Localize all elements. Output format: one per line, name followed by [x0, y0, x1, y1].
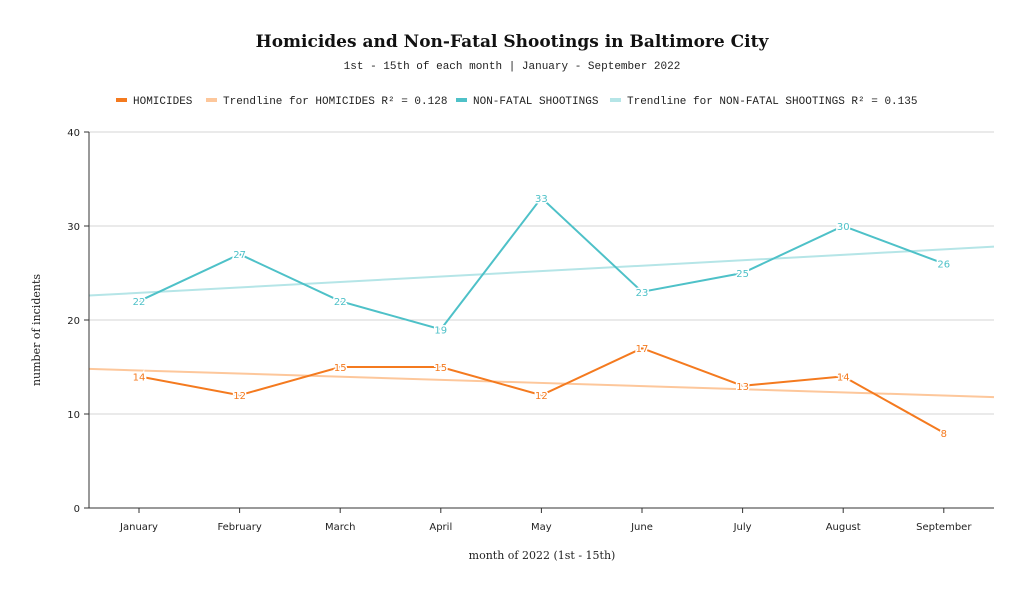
chart-title: Homicides and Non-Fatal Shootings in Bal…	[256, 32, 770, 52]
data-label: 22	[133, 297, 146, 308]
series: 14 12 15 15 12 17 13 14 8 22 27 22 19 33 23 25 30 26	[131, 192, 952, 441]
y-tick-label: 20	[67, 316, 80, 327]
x-tick-label: August	[826, 522, 861, 533]
data-label: 12	[233, 391, 246, 402]
data-label: 8	[941, 429, 947, 440]
data-label: 17	[636, 344, 649, 355]
chart-subtitle: 1st - 15th of each month | January - Sep…	[344, 61, 681, 73]
data-label: 33	[535, 194, 548, 205]
data-label: 15	[434, 363, 447, 374]
legend-label: NON-FATAL SHOOTINGS	[473, 96, 599, 108]
series-line-0	[138, 347, 945, 434]
data-label: 27	[233, 250, 246, 261]
legend-label: Trendline for HOMICIDES R² = 0.128	[223, 96, 447, 108]
y-tick-label: 30	[67, 222, 80, 233]
data-label: 19	[434, 325, 447, 336]
y-tick-label: 40	[67, 128, 80, 139]
axes: 0 10 20 30 40 January February March April May Jun…	[67, 128, 994, 533]
legend-label: HOMICIDES	[133, 96, 193, 108]
y-tick-label: 10	[67, 410, 80, 421]
x-tick-label: January	[119, 522, 158, 533]
x-axis-label: month of 2022 (1st - 15th)	[469, 549, 616, 562]
data-label: 23	[636, 288, 649, 299]
trendline	[88, 245, 995, 297]
x-tick-label: April	[429, 522, 452, 533]
legend-swatch	[610, 98, 621, 102]
data-label: 13	[736, 382, 749, 393]
legend: HOMICIDES Trendline for HOMICIDES R² = 0.…	[116, 96, 917, 108]
legend-label: Trendline for NON-FATAL SHOOTINGS R² = 0…	[627, 96, 917, 108]
x-tick-label: July	[733, 522, 752, 533]
data-label: 12	[535, 391, 548, 402]
data-label: 14	[133, 372, 146, 383]
series-line-1	[138, 196, 945, 331]
legend-swatch	[116, 98, 127, 102]
data-label: 15	[334, 363, 347, 374]
trendline	[88, 367, 995, 399]
y-axis-label: number of incidents	[30, 274, 43, 386]
x-tick-label: March	[325, 522, 355, 533]
data-label: 25	[736, 269, 749, 280]
y-tick-label: 0	[74, 504, 80, 515]
x-tick-label: February	[217, 522, 261, 533]
x-tick-label: June	[630, 522, 653, 533]
data-label: 26	[937, 260, 950, 271]
gridlines	[89, 131, 994, 415]
trendlines	[88, 245, 995, 399]
x-tick-label: May	[531, 522, 552, 533]
data-label: 14	[837, 372, 850, 383]
legend-swatch	[206, 98, 217, 102]
data-label: 22	[334, 297, 347, 308]
data-label: 30	[837, 222, 850, 233]
legend-swatch	[456, 98, 467, 102]
x-tick-label: September	[916, 522, 972, 533]
